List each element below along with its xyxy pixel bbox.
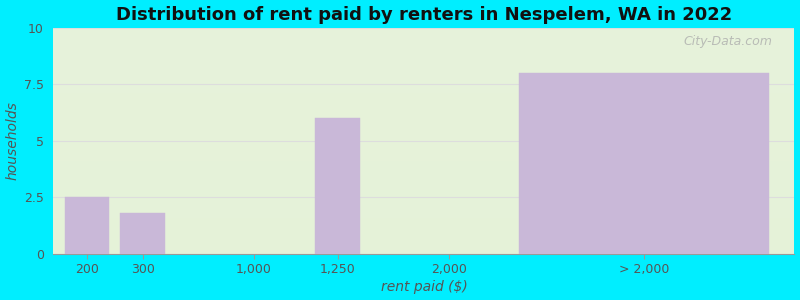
X-axis label: rent paid ($): rent paid ($) bbox=[381, 280, 467, 294]
Bar bbox=[315, 118, 360, 254]
Y-axis label: households: households bbox=[6, 101, 19, 180]
Title: Distribution of rent paid by renters in Nespelem, WA in 2022: Distribution of rent paid by renters in … bbox=[116, 6, 732, 24]
Text: City-Data.com: City-Data.com bbox=[683, 35, 772, 48]
Bar bbox=[65, 197, 109, 254]
Bar bbox=[518, 73, 770, 254]
Bar bbox=[120, 213, 165, 254]
